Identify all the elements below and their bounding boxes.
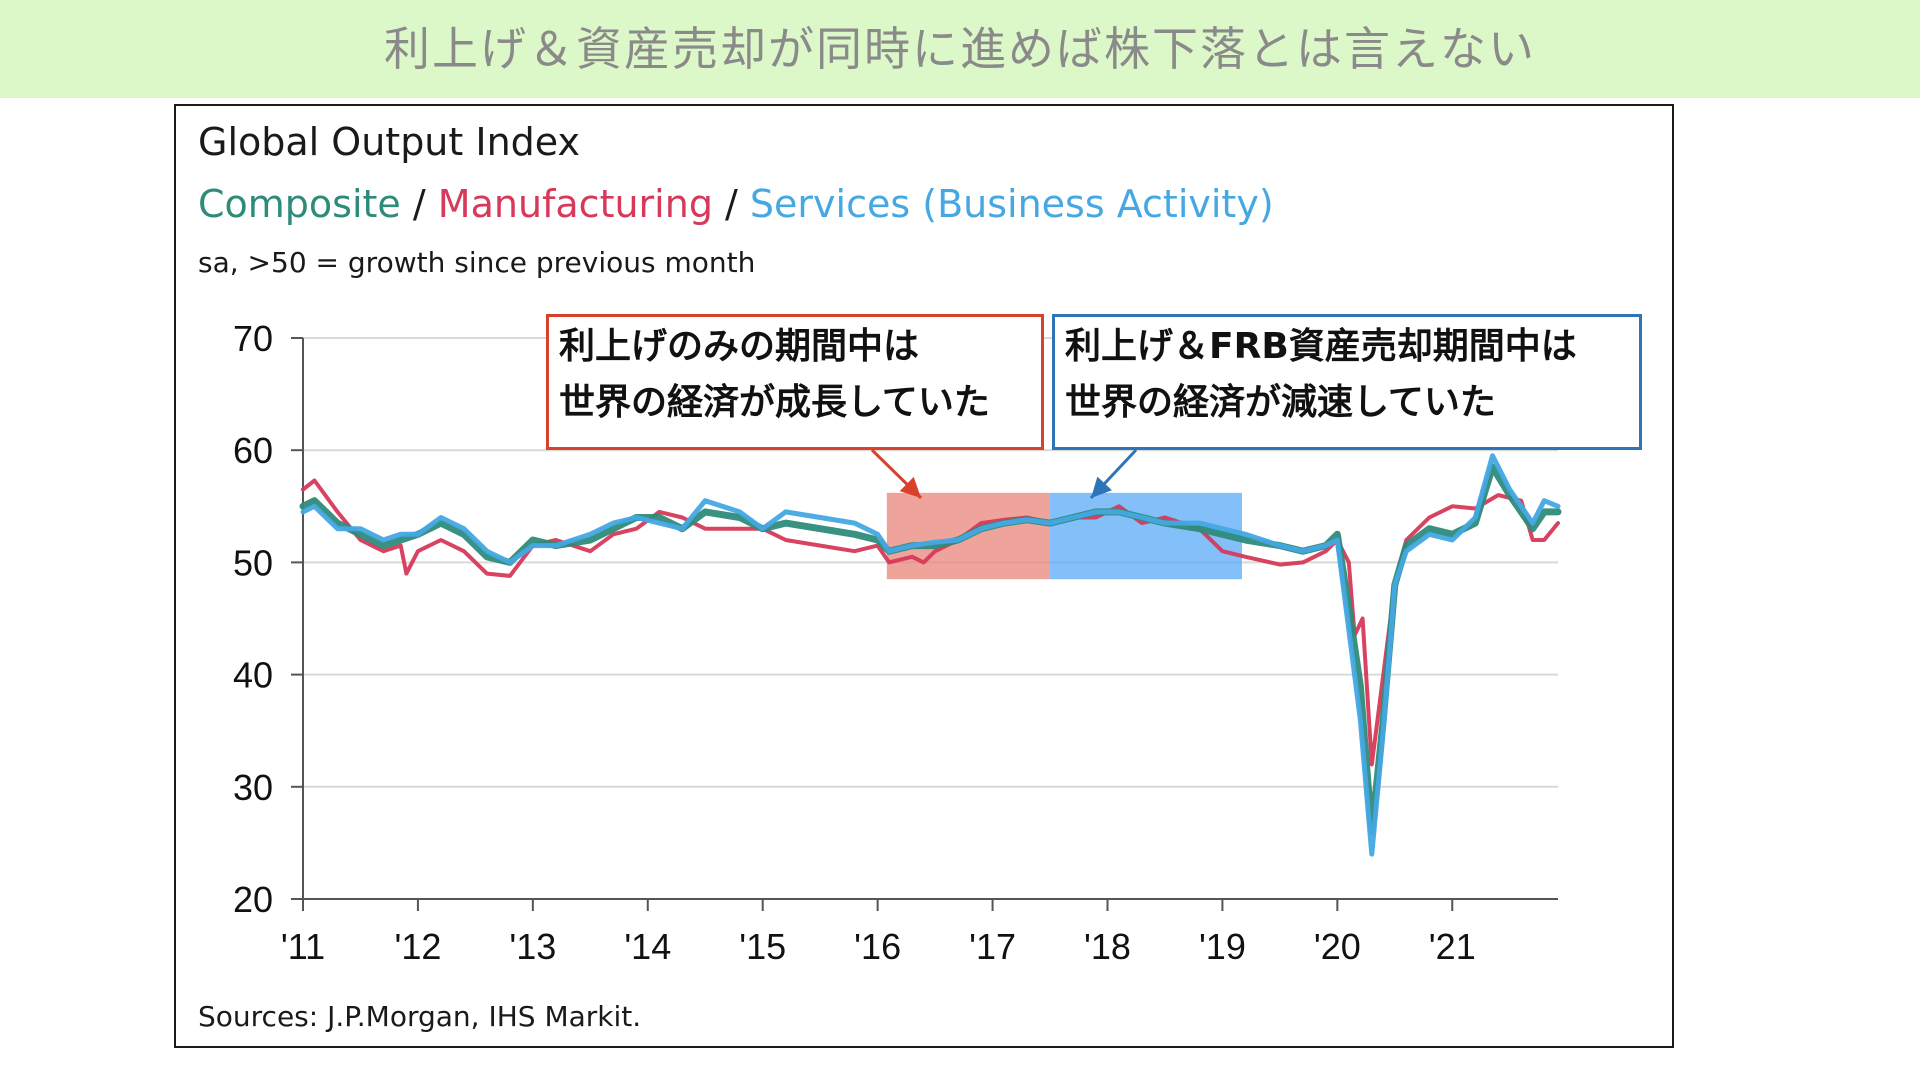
chart-frame: Global Output Index Composite / Manufact… (174, 104, 1674, 1048)
annotation-arrow-red-head (899, 476, 921, 498)
subtitle-sep-1: / (400, 182, 438, 226)
annotation-box-rate-hike-and-frb: 利上げ＆FRB資産売却期間中は 世界の経済が減速していた (1052, 314, 1642, 450)
y-tick-label: 30 (233, 767, 273, 808)
y-tick-label: 50 (233, 542, 273, 583)
annotation-red-line-2: 世界の経済が成長していた (559, 382, 990, 423)
annotation-arrow-blue-head (1091, 476, 1112, 498)
annotation-box-rate-hike-only: 利上げのみの期間中は 世界の経済が成長していた (546, 314, 1044, 450)
y-tick-label: 70 (233, 318, 273, 359)
y-tick-label: 60 (233, 430, 273, 471)
x-tick-label: '19 (1199, 926, 1246, 967)
x-tick-label: '21 (1429, 926, 1476, 967)
subtitle-services: Services (Business Activity) (749, 182, 1274, 226)
x-tick-label: '12 (394, 926, 441, 967)
y-tick-label: 40 (233, 655, 273, 696)
x-tick-label: '13 (509, 926, 556, 967)
chart-source: Sources: J.P.Morgan, IHS Markit. (198, 1000, 642, 1033)
chart-subtitle: Composite / Manufacturing / Services (Bu… (198, 182, 1274, 226)
subtitle-sep-2: / (712, 182, 750, 226)
x-tick-label: '18 (1084, 926, 1131, 967)
x-tick-label: '15 (739, 926, 786, 967)
banner-title: 利上げ＆資産売却が同時に進めば株下落とは言えない (0, 0, 1920, 98)
x-tick-label: '20 (1314, 926, 1361, 967)
series-line-services-business-activity- (300, 453, 1561, 857)
subtitle-composite: Composite (198, 182, 401, 226)
y-tick-label: 20 (233, 879, 273, 920)
x-tick-label: '17 (969, 926, 1016, 967)
annotation-blue-line-2: 世界の経済が減速していた (1065, 382, 1496, 423)
highlight-rate-hike-and-balance-sheet-period (1050, 492, 1242, 580)
annotation-blue-line-1: 利上げ＆FRB資産売却期間中は (1065, 326, 1577, 367)
plot-area: 70 60 50 40 30 20'11 '12 '13 '14 '15 '16 '17 '18 '19 '… (233, 318, 1562, 967)
x-tick-label: '16 (854, 926, 901, 967)
chart-units-note: sa, >50 = growth since previous month (198, 246, 756, 279)
x-tick-label: '14 (624, 926, 671, 967)
subtitle-manufacturing: Manufacturing (437, 182, 713, 226)
chart-title: Global Output Index (198, 120, 580, 164)
annotation-red-line-1: 利上げのみの期間中は (559, 326, 920, 367)
x-tick-label: '11 (281, 926, 325, 967)
